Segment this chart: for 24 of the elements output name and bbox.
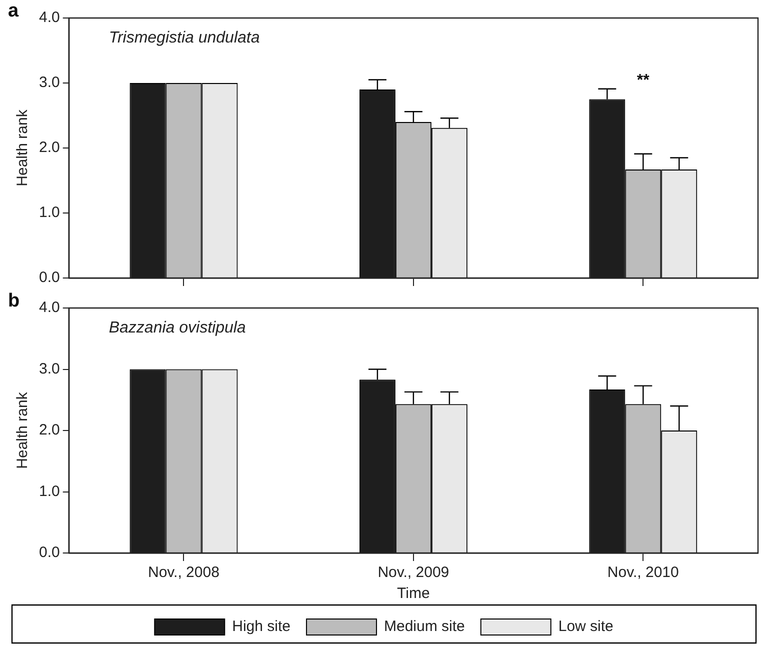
y-tick-label: 1.0	[38, 204, 60, 222]
y-tick-label: 0.0	[38, 269, 60, 286]
text: a	[8, 0, 19, 22]
y-tick-label: 4.0	[38, 299, 60, 316]
y-tick-label: 3.0	[38, 74, 60, 92]
text: b	[8, 290, 20, 312]
y-tick-label: 4.0	[38, 9, 60, 26]
x-axis-title: Time	[397, 585, 430, 602]
text: Bazzania ovistipula	[108, 319, 246, 336]
annotation: **	[636, 72, 650, 89]
legend-label: Low site	[558, 618, 614, 636]
y-tick-label: 2.0	[38, 422, 60, 439]
legend-label: Medium site	[384, 618, 465, 636]
y-tick-label: 1.0	[38, 482, 60, 500]
legend-label: High site	[232, 618, 290, 636]
y-axis-title: Health rank	[14, 392, 32, 469]
y-tick-label: 2.0	[38, 139, 60, 156]
x-tick-label: Nov., 2009	[378, 564, 450, 582]
x-tick-label: Nov., 2008	[148, 564, 220, 582]
y-axis-title: Health rank	[14, 109, 32, 186]
y-tick-label: 3.0	[38, 360, 60, 378]
x-tick-label: Nov., 2010	[607, 564, 679, 582]
y-tick-label: 0.0	[38, 544, 60, 562]
text: Trismegistia undulata	[108, 29, 260, 46]
